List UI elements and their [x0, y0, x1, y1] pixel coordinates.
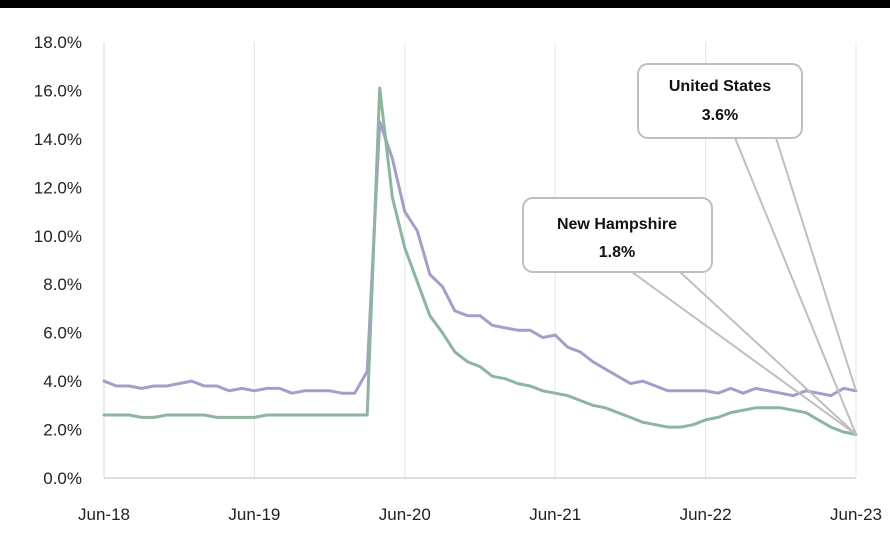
x-tick-label: Jun-21: [529, 505, 581, 524]
x-tick-label: Jun-23: [830, 505, 882, 524]
callout-united-states-label: United States: [669, 78, 771, 95]
callout-leader-line: [734, 137, 857, 435]
y-tick-labels: 0.0% 2.0% 4.0% 6.0% 8.0% 10.0% 12.0% 14.0% 16.0%…: [34, 33, 82, 488]
callout-united-states: United States 3.6%: [637, 63, 803, 139]
series-line-new-hampshire: [102, 86, 858, 436]
chart-title-bar: [0, 0, 890, 8]
callout-united-states-value: 3.6%: [702, 107, 738, 124]
x-tick-label: Jun-18: [78, 505, 130, 524]
x-tick-labels: Jun-18 Jun-19 Jun-20 Jun-21 Jun-22 Jun-23: [78, 505, 882, 524]
series-line-united-states: [102, 120, 858, 398]
x-tick-label: Jun-20: [379, 505, 431, 524]
y-tick-label: 4.0%: [43, 372, 82, 391]
x-tick-label: Jun-19: [228, 505, 280, 524]
y-tick-label: 10.0%: [34, 227, 82, 246]
y-tick-label: 18.0%: [34, 33, 82, 52]
callout-leaders: [631, 137, 857, 436]
callouts: United States 3.6% New Hampshire 1.8%: [522, 63, 803, 273]
y-tick-label: 16.0%: [34, 81, 82, 100]
callout-new-hampshire: New Hampshire 1.8%: [522, 197, 713, 273]
callout-new-hampshire-value: 1.8%: [599, 244, 635, 261]
y-tick-label: 0.0%: [43, 469, 82, 488]
callout-leader-line: [679, 271, 857, 436]
y-tick-label: 8.0%: [43, 275, 82, 294]
callout-leader-line: [631, 271, 857, 436]
series-lines: [102, 86, 858, 436]
callout-leader-line: [775, 137, 857, 392]
callout-new-hampshire-label: New Hampshire: [557, 216, 677, 233]
x-tick-label: Jun-22: [680, 505, 732, 524]
y-tick-label: 2.0%: [43, 421, 82, 440]
y-tick-label: 14.0%: [34, 130, 82, 149]
y-tick-label: 12.0%: [34, 178, 82, 197]
y-tick-label: 6.0%: [43, 324, 82, 343]
